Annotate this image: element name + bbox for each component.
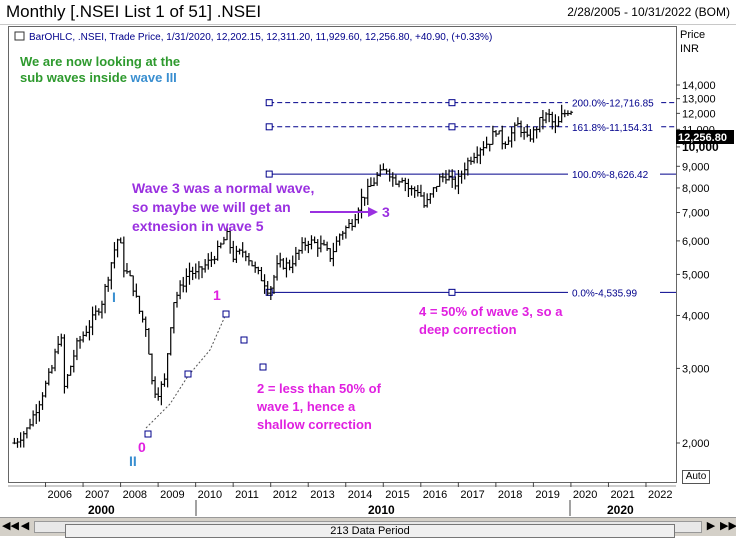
wave3-note: Wave 3 was a normal wave, so maybe we wi… — [132, 180, 318, 234]
info-line: BarOHLC, .NSEI, Trade Price, 1/31/2020, … — [14, 31, 492, 43]
x-tick-label: 2006 — [48, 489, 72, 501]
fib-label-bg — [568, 120, 660, 133]
y-tick-label: 8,000 — [682, 183, 710, 195]
y-tick-label: 9,000 — [682, 161, 710, 173]
fib-anchor — [448, 123, 456, 131]
auto-scale-button[interactable]: Auto — [682, 470, 710, 484]
plot-area[interactable] — [8, 26, 677, 483]
ohlc-bars — [12, 104, 574, 448]
y-tick-label: 5,000 — [682, 269, 710, 281]
wave4-note: 4 = 50% of wave 3, so a deep correction — [419, 304, 566, 337]
wave-label-I: I — [112, 289, 116, 305]
y-tick-label: 13,000 — [682, 94, 716, 106]
wave2-note: 2 = less than 50% of wave 1, hence a sha… — [256, 381, 385, 432]
horizontal-scrollbar[interactable]: ◀◀ ◀ 213 Data Period ▶ ▶▶ — [0, 517, 736, 538]
x-tick-label: 2022 — [648, 489, 672, 501]
x-tick-label: 2020 — [573, 489, 597, 501]
fib-label-bg — [568, 96, 660, 109]
scroll-left-icon[interactable]: ◀ — [20, 520, 30, 532]
x-tick-label: 2014 — [348, 489, 372, 501]
decade-2020: 2020 — [607, 503, 634, 517]
wave-label-3: 3 — [382, 204, 390, 220]
scroll-track[interactable]: 213 Data Period — [34, 521, 702, 538]
wave-label-II: II — [129, 453, 137, 469]
y-tick-label: 4,000 — [682, 310, 710, 322]
y-tick-label: 7,000 — [682, 208, 710, 220]
y-tick-label: 12,000 — [682, 108, 716, 120]
y-axis-title: Price — [680, 29, 705, 41]
x-tick-label: 2007 — [85, 489, 109, 501]
fib-anchor — [265, 288, 273, 296]
fib-label: 200.0%-12,716.85 — [572, 99, 654, 110]
y-tick-label: 3,000 — [682, 363, 710, 375]
decade-2000: 2000 — [88, 503, 115, 517]
wave-label-1: 1 — [213, 287, 221, 303]
y-tick-label: 14,000 — [682, 80, 716, 92]
svg-text:12,256.80: 12,256.80 — [678, 132, 727, 144]
header-note-line2: sub waves inside wave III — [20, 70, 177, 85]
scroll-last-icon[interactable]: ▶▶ — [720, 520, 736, 532]
fib-anchor — [265, 170, 273, 178]
decade-2010: 2010 — [368, 503, 395, 517]
fib-label-bg — [568, 286, 660, 299]
fib-anchor — [448, 99, 456, 107]
decade-axis: 2000 2010 2020 — [88, 500, 634, 517]
fib-label: 100.0%-8,626.42 — [572, 170, 649, 181]
x-tick-label: 2008 — [123, 489, 147, 501]
x-tick-label: 2011 — [235, 489, 259, 501]
y-tick-label: 2,000 — [682, 438, 710, 450]
fib-label: 161.8%-11,154.31 — [572, 123, 653, 134]
x-tick-label: 2015 — [385, 489, 409, 501]
window-title: Monthly [.NSEI List 1 of 51] .NSEI — [6, 2, 262, 21]
arrow-to-wave3 — [310, 207, 378, 217]
x-tick-label: 2012 — [273, 489, 297, 501]
x-tick-label: 2018 — [498, 489, 522, 501]
x-tick-label: 2019 — [535, 489, 559, 501]
scroll-right-icon[interactable]: ▶ — [706, 520, 716, 532]
fib-anchor — [448, 288, 456, 296]
header-note-line1: We are now looking at the — [20, 54, 180, 69]
x-tick-label: 2021 — [610, 489, 634, 501]
scroll-first-icon[interactable]: ◀◀ — [2, 520, 19, 532]
fib-label-bg — [568, 168, 660, 181]
price-chart[interactable]: 2,000 3,000 4,000 5,000 6,000 7,000 8,000 9,000… — [0, 0, 736, 517]
scroll-thumb[interactable]: 213 Data Period — [65, 524, 675, 538]
data-period-label: 213 Data Period — [330, 525, 410, 537]
window-titlebar: Monthly [.NSEI List 1 of 51] .NSEI 2/28/… — [0, 0, 736, 25]
y-axis-unit: INR — [680, 43, 699, 55]
x-tick-label: 2009 — [160, 489, 184, 501]
wave-label-0: 0 — [138, 439, 146, 455]
fib-anchor — [265, 123, 273, 131]
fib-levels: 200.0%-12,716.85 161.8%-11,154.31 100.0%-8… — [265, 96, 676, 299]
x-tick-label: 2016 — [423, 489, 447, 501]
last-price-tag: 12,256.80 — [676, 130, 734, 144]
fib-label: 0.0%-4,535.99 — [572, 288, 637, 299]
wave-point-markers — [144, 310, 267, 438]
fib-anchor — [265, 99, 273, 107]
x-tick-label: 2010 — [198, 489, 222, 501]
y-tick-label: 6,000 — [682, 236, 710, 248]
x-tick-label: 2017 — [460, 489, 484, 501]
x-axis: 2006 2007 2008 2009 2010 2011 2012 2013 2014 2015… — [45, 482, 672, 501]
x-tick-label: 2013 — [310, 489, 334, 501]
info-line-text: BarOHLC, .NSEI, Trade Price, 1/31/2020, … — [29, 32, 492, 43]
wave-iii-label: wave III — [130, 70, 177, 85]
date-range: 2/28/2005 - 10/31/2022 (BOM) — [567, 5, 730, 19]
